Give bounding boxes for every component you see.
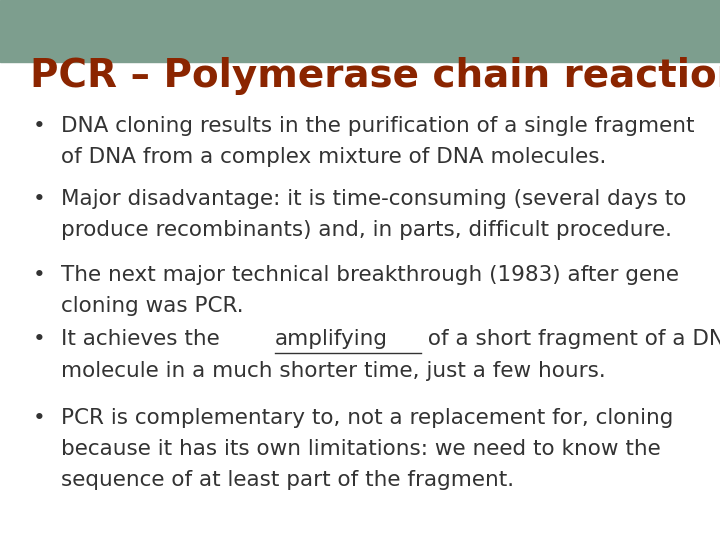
Text: •: • bbox=[32, 329, 45, 349]
Text: of DNA from a complex mixture of DNA molecules.: of DNA from a complex mixture of DNA mol… bbox=[61, 147, 606, 167]
Text: •: • bbox=[32, 116, 45, 136]
Text: •: • bbox=[32, 265, 45, 285]
Text: cloning was PCR.: cloning was PCR. bbox=[61, 296, 244, 316]
Text: •: • bbox=[32, 408, 45, 428]
Text: PCR – Polymerase chain reaction: PCR – Polymerase chain reaction bbox=[30, 57, 720, 94]
Text: The next major technical breakthrough (1983) after gene: The next major technical breakthrough (1… bbox=[61, 265, 679, 285]
Text: DNA cloning results in the purification of a single fragment: DNA cloning results in the purification … bbox=[61, 116, 695, 136]
Text: because it has its own limitations: we need to know the: because it has its own limitations: we n… bbox=[61, 439, 661, 459]
Text: It achieves the: It achieves the bbox=[61, 329, 227, 349]
Bar bbox=[0, 0, 720, 62]
Text: PCR is complementary to, not a replacement for, cloning: PCR is complementary to, not a replaceme… bbox=[61, 408, 674, 428]
Text: of a short fragment of a DNA: of a short fragment of a DNA bbox=[420, 329, 720, 349]
Text: sequence of at least part of the fragment.: sequence of at least part of the fragmen… bbox=[61, 470, 514, 490]
Text: produce recombinants) and, in parts, difficult procedure.: produce recombinants) and, in parts, dif… bbox=[61, 220, 672, 240]
Text: Major disadvantage: it is time-consuming (several days to: Major disadvantage: it is time-consuming… bbox=[61, 189, 687, 209]
Text: molecule in a much shorter time, just a few hours.: molecule in a much shorter time, just a … bbox=[61, 361, 606, 381]
Text: amplifying: amplifying bbox=[275, 329, 388, 349]
Text: •: • bbox=[32, 189, 45, 209]
